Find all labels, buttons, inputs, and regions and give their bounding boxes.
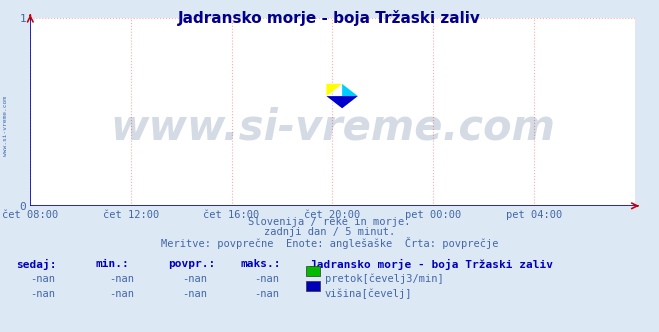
- Text: pretok[čevelj3/min]: pretok[čevelj3/min]: [325, 274, 444, 285]
- Text: -nan: -nan: [30, 274, 55, 284]
- Text: Slovenija / reke in morje.: Slovenija / reke in morje.: [248, 217, 411, 227]
- Text: www.si-vreme.com: www.si-vreme.com: [3, 96, 8, 156]
- Text: -nan: -nan: [30, 289, 55, 299]
- Text: -nan: -nan: [254, 274, 279, 284]
- Text: sedaj:: sedaj:: [16, 259, 57, 270]
- Text: Meritve: povprečne  Enote: anglešaške  Črta: povprečje: Meritve: povprečne Enote: anglešaške Črt…: [161, 237, 498, 249]
- Text: Jadransko morje - boja Tržaski zaliv: Jadransko morje - boja Tržaski zaliv: [310, 259, 553, 270]
- Text: zadnji dan / 5 minut.: zadnji dan / 5 minut.: [264, 227, 395, 237]
- Text: -nan: -nan: [182, 274, 207, 284]
- Text: Jadransko morje - boja Tržaski zaliv: Jadransko morje - boja Tržaski zaliv: [178, 10, 481, 26]
- Text: višina[čevelj]: višina[čevelj]: [325, 289, 413, 299]
- Text: www.si-vreme.com: www.si-vreme.com: [110, 106, 555, 148]
- Text: povpr.:: povpr.:: [168, 259, 215, 269]
- Text: -nan: -nan: [182, 289, 207, 299]
- Polygon shape: [342, 84, 358, 96]
- Polygon shape: [326, 96, 358, 108]
- Text: min.:: min.:: [96, 259, 129, 269]
- Polygon shape: [326, 84, 342, 96]
- Text: maks.:: maks.:: [241, 259, 281, 269]
- Text: -nan: -nan: [109, 289, 134, 299]
- Text: -nan: -nan: [109, 274, 134, 284]
- Text: -nan: -nan: [254, 289, 279, 299]
